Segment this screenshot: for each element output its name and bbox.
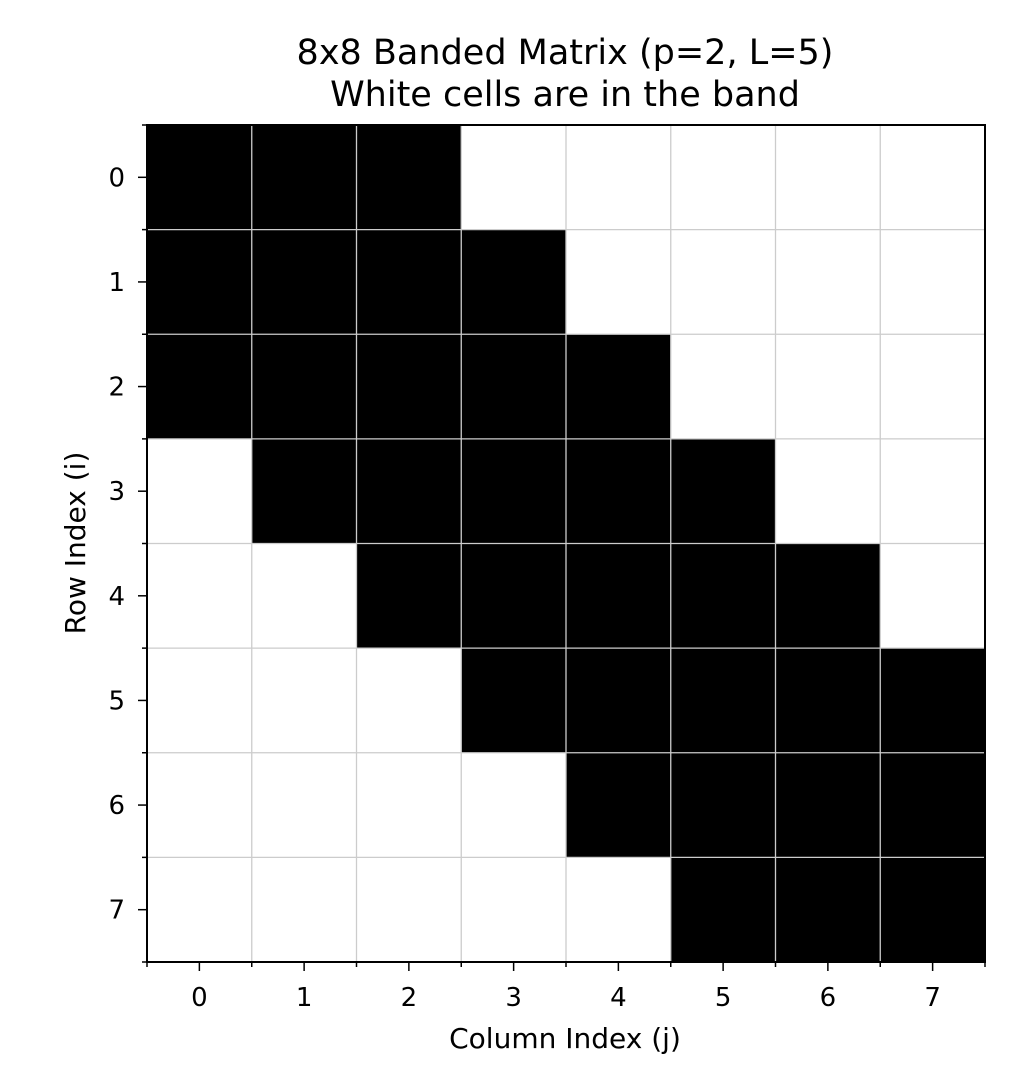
matrix-cell: [147, 438, 253, 544]
matrix-cell: [461, 857, 567, 963]
x-axis-ticks: 0 1 2 3 4 5 6 7: [146, 962, 986, 1013]
matrix-cell: [880, 543, 986, 649]
y-tick-label: 2: [108, 373, 125, 403]
matrix-cell: [670, 334, 776, 440]
y-tick-label: 7: [108, 896, 125, 926]
matrix-cell: [775, 334, 881, 440]
x-tick-label: 3: [505, 983, 522, 1013]
x-axis-label: Column Index (j): [449, 1022, 681, 1055]
matrix-cell: [670, 543, 776, 649]
matrix-cell: [147, 857, 253, 963]
matrix-cell: [775, 438, 881, 544]
matrix-cell: [356, 125, 462, 231]
matrix-cell: [147, 125, 253, 231]
chart-title-line-2: White cells are in the band: [330, 75, 800, 115]
y-tick-label: 5: [108, 686, 125, 716]
matrix-cell: [880, 438, 986, 544]
matrix-cell: [880, 125, 986, 231]
matrix-cell: [461, 648, 567, 754]
matrix-cell: [880, 648, 986, 754]
matrix-cell: [566, 857, 672, 963]
x-tick-label: 6: [820, 983, 837, 1013]
x-tick-label: 2: [401, 983, 418, 1013]
matrix-cell: [670, 648, 776, 754]
matrix-cell: [670, 752, 776, 858]
x-tick-label: 0: [191, 983, 208, 1013]
y-tick-label: 4: [108, 582, 125, 612]
matrix-cell: [356, 438, 462, 544]
matrix-cell: [775, 125, 881, 231]
y-tick-label: 1: [108, 268, 125, 298]
matrix-cell: [356, 543, 462, 649]
matrix-cell: [461, 752, 567, 858]
matrix-cells: [147, 125, 986, 963]
x-tick-label: 7: [924, 983, 941, 1013]
matrix-cell: [775, 648, 881, 754]
x-tick-label: 5: [715, 983, 732, 1013]
matrix-cell: [251, 543, 357, 649]
matrix-cell: [670, 125, 776, 231]
matrix-cell: [670, 438, 776, 544]
matrix-cell: [880, 857, 986, 963]
matrix-cell: [670, 857, 776, 963]
matrix-cell: [566, 648, 672, 754]
matrix-cell: [147, 334, 253, 440]
grid-lines: [147, 125, 985, 962]
matrix-cell: [775, 229, 881, 335]
matrix-cell: [251, 125, 357, 231]
matrix-cell: [147, 229, 253, 335]
matrix-cell: [461, 334, 567, 440]
matrix-cell: [775, 752, 881, 858]
matrix-cell: [880, 752, 986, 858]
matrix-cell: [356, 752, 462, 858]
matrix-cell: [566, 229, 672, 335]
x-tick-label: 4: [610, 983, 627, 1013]
matrix-cell: [566, 125, 672, 231]
y-axis-ticks: 0 1 2 3 4 5 6 7: [108, 124, 147, 963]
matrix-cell: [147, 543, 253, 649]
matrix-cell: [461, 543, 567, 649]
matrix-cell: [251, 648, 357, 754]
matrix-cell: [775, 857, 881, 963]
matrix-cell: [147, 752, 253, 858]
matrix-cell: [566, 334, 672, 440]
matrix-cell: [880, 334, 986, 440]
matrix-cell: [566, 752, 672, 858]
y-tick-label: 3: [108, 477, 125, 507]
matrix-cell: [251, 438, 357, 544]
matrix-cell: [461, 438, 567, 544]
matrix-cell: [566, 438, 672, 544]
matrix-cell: [670, 229, 776, 335]
y-tick-label: 6: [108, 791, 125, 821]
x-tick-label: 1: [296, 983, 313, 1013]
matrix-cell: [251, 229, 357, 335]
matrix-cell: [251, 334, 357, 440]
y-axis-label: Row Index (i): [59, 452, 92, 635]
matrix-cell: [356, 229, 462, 335]
matrix-cell: [566, 543, 672, 649]
y-tick-label: 0: [108, 163, 125, 193]
matrix-cell: [356, 334, 462, 440]
matrix-cell: [356, 857, 462, 963]
matrix-cell: [251, 752, 357, 858]
matrix-cell: [251, 857, 357, 963]
matrix-cell: [147, 648, 253, 754]
matrix-cell: [775, 543, 881, 649]
chart-title-line-1: 8x8 Banded Matrix (p=2, L=5): [297, 33, 834, 73]
matrix-cell: [461, 125, 567, 231]
matrix-cell: [356, 648, 462, 754]
matrix-cell: [880, 229, 986, 335]
matrix-cell: [461, 229, 567, 335]
